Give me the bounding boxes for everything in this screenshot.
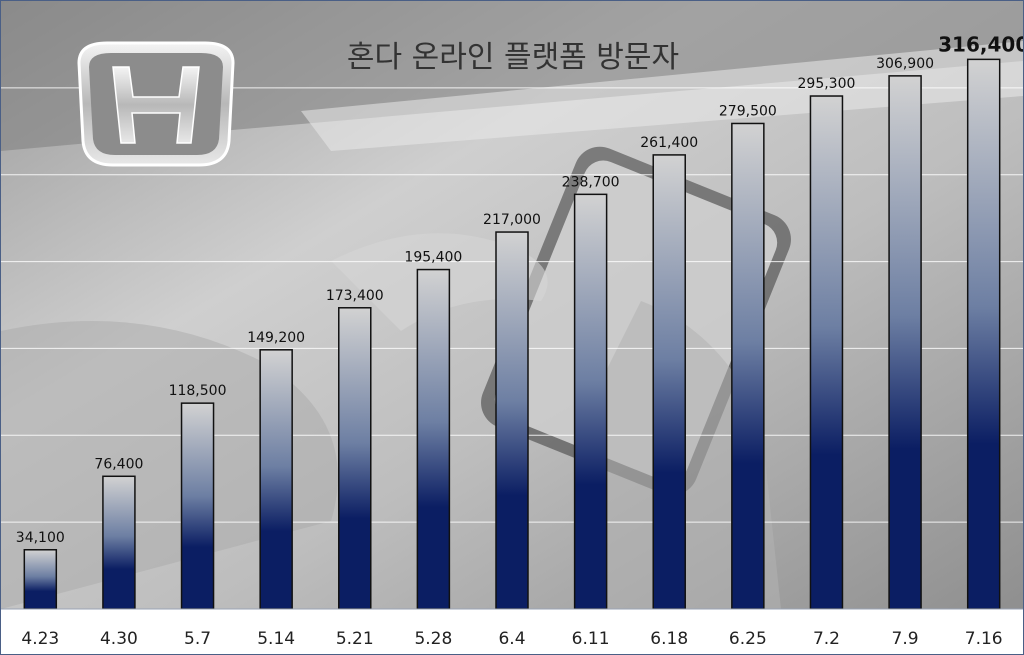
bar-6.11 (573, 193, 608, 610)
value-labels: 34,100 76,400 118,500 149,200 173,400 195,400… (16, 32, 1023, 545)
x-tick-label: 6.18 (650, 629, 688, 649)
x-tick-label: 4.30 (100, 629, 138, 649)
x-tick-label: 4.23 (21, 629, 59, 649)
bar-5.7 (180, 402, 215, 610)
data-label: 195,400 (404, 250, 462, 266)
x-tick-label: 6.4 (498, 629, 525, 649)
x-tick-label: 6.11 (572, 629, 610, 649)
bar-5.28 (416, 268, 451, 610)
bar-7.2 (809, 95, 844, 610)
data-label: 76,400 (94, 456, 143, 472)
bar-5.21 (338, 307, 372, 610)
bar-4.23 (23, 549, 58, 610)
x-tick-label: 7.2 (813, 629, 840, 649)
bar-7.9 (888, 75, 922, 610)
data-label: 217,000 (483, 212, 541, 228)
data-label: 279,500 (719, 103, 777, 119)
chart-title: 혼다 온라인 플랫폼 방문자 (347, 40, 679, 75)
x-tick-label: 5.28 (414, 629, 452, 649)
x-axis-tick-labels: 4.23 4.30 5.7 5.14 5.21 5.28 6.4 6.11 6.18 6.25 7.… (21, 629, 1002, 649)
x-axis-strip (1, 609, 1023, 654)
x-tick-label: 5.14 (257, 629, 295, 649)
data-label: 238,700 (562, 174, 620, 190)
bar-5.14 (259, 349, 293, 610)
data-label: 118,500 (169, 383, 227, 399)
data-label: 34,100 (16, 530, 65, 546)
bar-6.25 (731, 122, 765, 610)
x-tick-label: 7.9 (892, 629, 919, 649)
data-label: 149,200 (247, 330, 305, 346)
bar-6.18 (652, 154, 686, 610)
honda-logo-icon (77, 41, 235, 167)
data-label: 306,900 (876, 56, 934, 72)
data-label: 261,400 (640, 135, 698, 151)
bar-7.16 (966, 58, 1001, 610)
data-label: 316,400 (938, 32, 1023, 56)
background-photo (1, 1, 1023, 609)
x-tick-label: 5.7 (184, 629, 211, 649)
data-label: 295,300 (798, 76, 856, 92)
x-tick-label: 6.25 (729, 629, 767, 649)
x-tick-label: 7.16 (965, 629, 1003, 649)
bar-6.4 (495, 231, 529, 610)
x-tick-label: 5.21 (336, 629, 374, 649)
data-label: 173,400 (326, 288, 384, 304)
bars (23, 58, 1001, 610)
bar-4.30 (102, 475, 136, 610)
